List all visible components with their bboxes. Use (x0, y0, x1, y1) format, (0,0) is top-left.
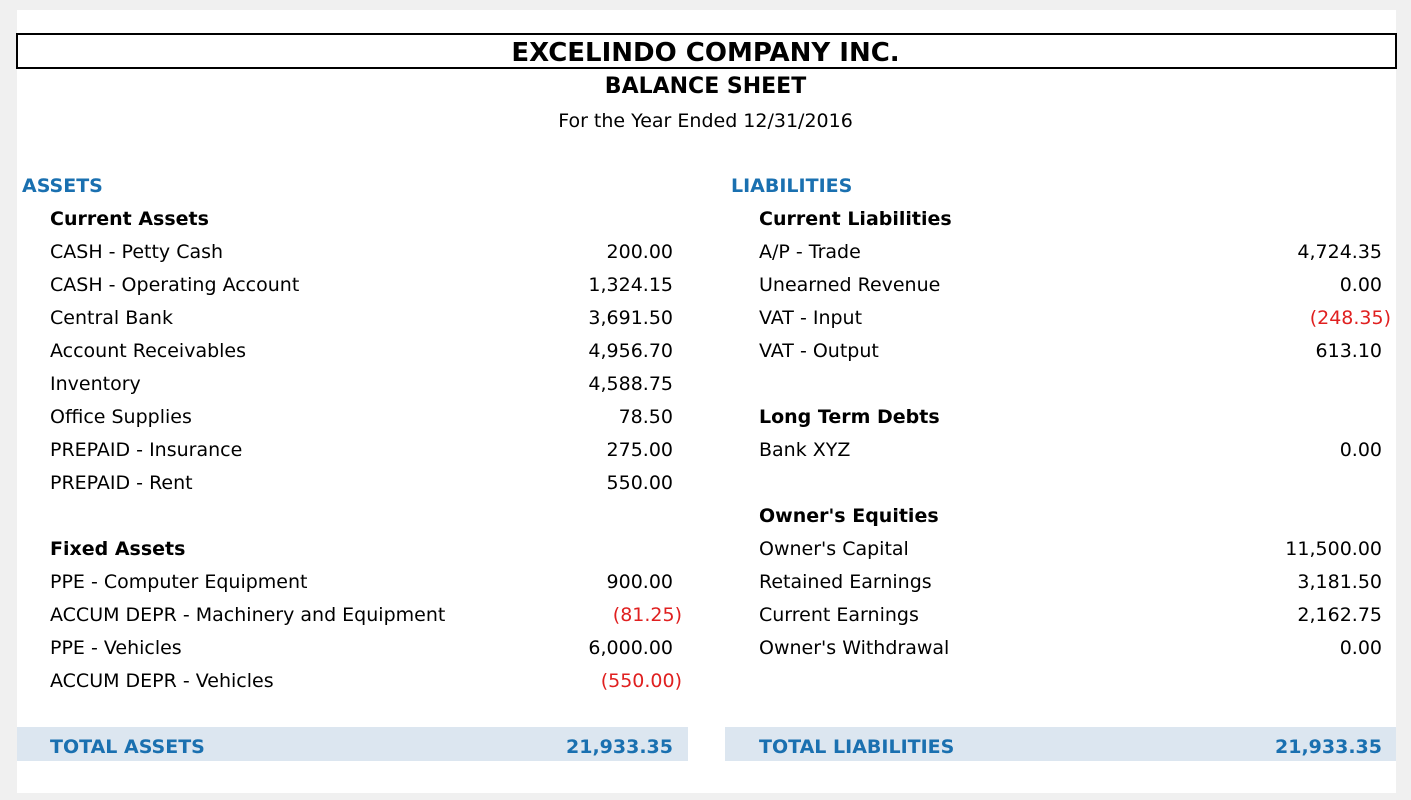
row-label: A/P - Trade (759, 241, 861, 263)
row-amount: 78.50 (618, 406, 673, 428)
row-label: PPE - Vehicles (50, 637, 182, 659)
row-amount: 4,956.70 (588, 340, 673, 362)
row-amount: 550.00 (606, 472, 673, 494)
row-label: ACCUM DEPR - Vehicles (50, 670, 274, 692)
group-heading: Long Term Debts (759, 406, 940, 428)
total-bar (725, 727, 1396, 761)
row-amount: (550.00) (600, 670, 682, 692)
report-title: BALANCE SHEET (604, 74, 807, 99)
group-heading: Owner's Equities (759, 505, 939, 527)
row-amount: 4,724.35 (1297, 241, 1382, 263)
row-amount: (248.35) (1309, 307, 1391, 329)
row-amount: 900.00 (606, 571, 673, 593)
row-label: Unearned Revenue (759, 274, 941, 296)
row-label: Bank XYZ (759, 439, 851, 461)
row-amount: 0.00 (1339, 274, 1382, 296)
row-label: Account Receivables (50, 340, 247, 362)
row-label: Current Earnings (759, 604, 919, 626)
row-amount: (81.25) (612, 604, 682, 626)
row-label: CASH - Operating Account (50, 274, 300, 296)
title-box (16, 33, 1397, 69)
row-label: ACCUM DEPR - Machinery and Equipment (50, 604, 446, 626)
row-amount: 613.10 (1315, 340, 1382, 362)
row-label: VAT - Output (759, 340, 879, 362)
total-amount: 21,933.35 (566, 736, 673, 758)
sheet (17, 10, 1396, 793)
row-amount: 11,500.00 (1285, 538, 1382, 560)
row-label: PREPAID - Rent (50, 472, 193, 494)
total-label: TOTAL LIABILITIES (759, 736, 955, 758)
row-label: PPE - Computer Equipment (50, 571, 308, 593)
row-amount: 1,324.15 (588, 274, 673, 296)
row-amount: 200.00 (606, 241, 673, 263)
row-amount: 4,588.75 (588, 373, 673, 395)
row-amount: 275.00 (606, 439, 673, 461)
total-bar (17, 727, 688, 761)
group-heading: Fixed Assets (50, 538, 186, 560)
row-label: VAT - Input (759, 307, 863, 329)
row-label: Owner's Withdrawal (759, 637, 950, 659)
group-heading: Current Liabilities (759, 208, 952, 230)
row-label: Inventory (50, 373, 141, 395)
row-amount: 3,691.50 (588, 307, 673, 329)
row-label: CASH - Petty Cash (50, 241, 224, 263)
row-label: Office Supplies (50, 406, 192, 428)
section-heading: ASSETS (22, 175, 103, 197)
row-label: Owner's Capital (759, 538, 909, 560)
row-amount: 3,181.50 (1297, 571, 1382, 593)
total-label: TOTAL ASSETS (50, 736, 205, 758)
row-amount: 0.00 (1339, 637, 1382, 659)
section-heading: LIABILITIES (731, 175, 853, 197)
report-period: For the Year Ended 12/31/2016 (558, 110, 853, 132)
row-amount: 0.00 (1339, 439, 1382, 461)
row-label: PREPAID - Insurance (50, 439, 243, 461)
row-amount: 6,000.00 (588, 637, 673, 659)
company-name: EXCELINDO COMPANY INC. (511, 38, 900, 68)
row-label: Central Bank (50, 307, 173, 329)
group-heading: Current Assets (50, 208, 209, 230)
total-amount: 21,933.35 (1275, 736, 1382, 758)
row-amount: 2,162.75 (1297, 604, 1382, 626)
row-label: Retained Earnings (759, 571, 932, 593)
